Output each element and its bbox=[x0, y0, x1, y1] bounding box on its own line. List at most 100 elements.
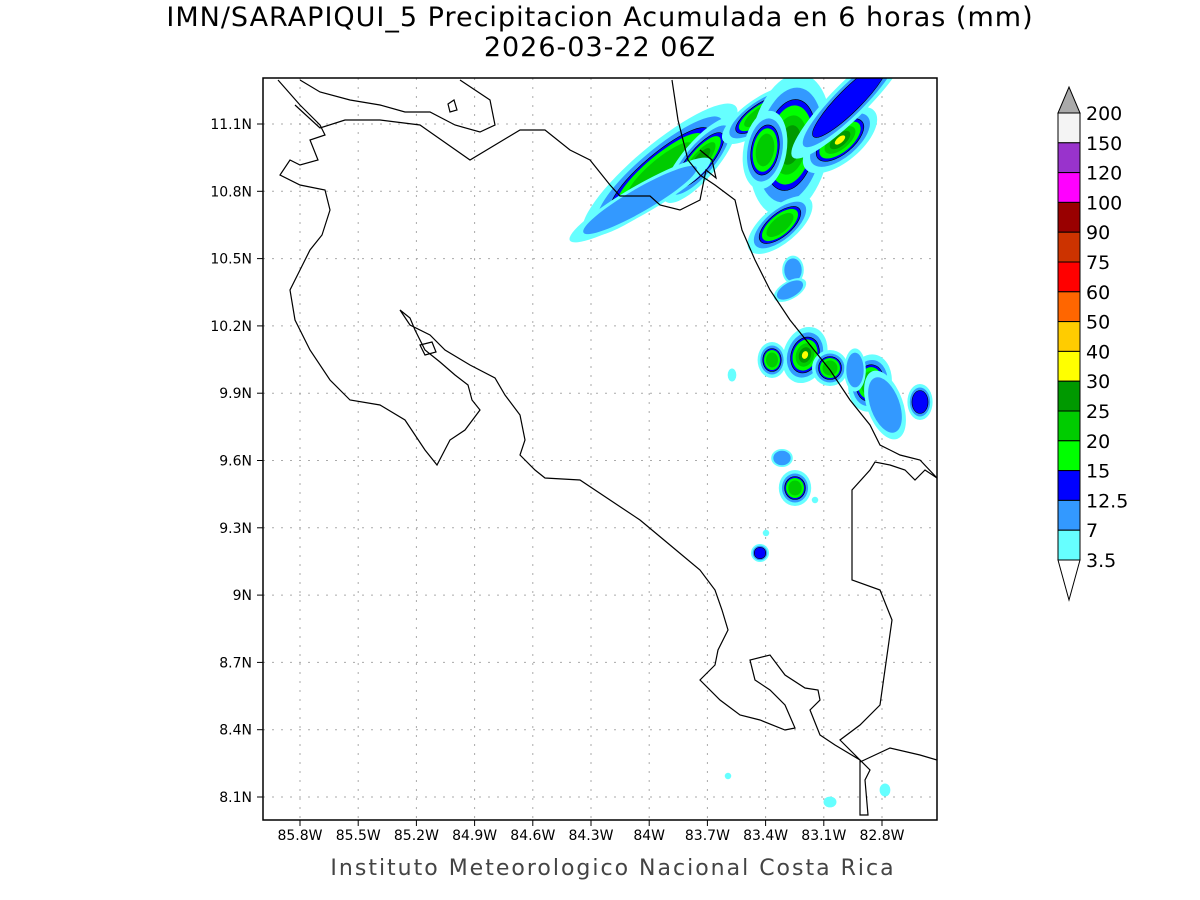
precip-cell bbox=[907, 384, 933, 420]
x-tick-label: 84W bbox=[633, 828, 665, 844]
x-tick-label: 83.4W bbox=[743, 828, 788, 844]
precip-cell bbox=[864, 370, 906, 440]
precip-contour bbox=[755, 133, 775, 167]
coastlines bbox=[277, 79, 937, 816]
x-tick-label: 84.9W bbox=[452, 828, 497, 844]
precip-cell bbox=[812, 350, 848, 386]
colorbar-swatch bbox=[1057, 172, 1081, 203]
y-tick-label: 10.8N bbox=[210, 184, 252, 200]
colorbar-label: 20 bbox=[1086, 431, 1110, 453]
nicaragua-border bbox=[294, 104, 717, 211]
y-tick-label: 10.2N bbox=[210, 319, 252, 335]
precip-cell bbox=[724, 772, 732, 780]
colorbar-label: 40 bbox=[1086, 341, 1110, 363]
colorbar-swatch bbox=[1057, 440, 1081, 472]
precip-contour bbox=[766, 352, 778, 368]
nicaragua-lake bbox=[299, 79, 496, 133]
pacific-coast bbox=[277, 79, 937, 816]
precip-contour bbox=[811, 496, 819, 504]
x-axis-ticks: 85.8W 85.5W 85.2W 84.9W 84.6W 84.3W 84W 83.7W 83… bbox=[277, 820, 905, 844]
colorbar-swatch bbox=[1057, 499, 1081, 531]
precip-cell bbox=[844, 348, 866, 392]
y-tick-label: 11.1N bbox=[210, 117, 252, 133]
colorbar-swatch bbox=[1057, 470, 1081, 501]
precip-cell bbox=[879, 783, 891, 797]
colorbar-label: 100 bbox=[1086, 192, 1122, 214]
precip-cell bbox=[727, 368, 737, 382]
precip-cell bbox=[791, 78, 909, 159]
precip-cell bbox=[762, 529, 770, 537]
precip-contour bbox=[766, 212, 794, 238]
precip-cell bbox=[742, 110, 788, 190]
island bbox=[447, 99, 458, 113]
precip-contour bbox=[846, 352, 864, 388]
precip-contour bbox=[724, 772, 732, 780]
precip-contour bbox=[801, 351, 809, 359]
precip-contour bbox=[911, 390, 929, 414]
precip-field bbox=[569, 78, 933, 808]
x-tick-label: 85.2W bbox=[394, 828, 439, 844]
precip-cell bbox=[757, 342, 787, 378]
colorbar: 200 150 120 100 90 75 60 50 40 30 25 20 15 12.5 7 3.5 bbox=[1057, 85, 1128, 602]
colorbar-label: 30 bbox=[1086, 371, 1110, 393]
precip-contour bbox=[776, 280, 804, 300]
colorbar-label: 50 bbox=[1086, 312, 1110, 334]
colorbar-label: 120 bbox=[1086, 163, 1122, 185]
colorbar-label: 7 bbox=[1086, 520, 1098, 542]
panama-coast bbox=[859, 747, 937, 763]
x-tick-label: 84.6W bbox=[510, 828, 555, 844]
y-tick-label: 9N bbox=[233, 588, 252, 604]
colorbar-label: 25 bbox=[1086, 401, 1110, 423]
plot-frame bbox=[262, 77, 938, 821]
colorbar-swatch bbox=[1057, 112, 1081, 144]
x-tick-label: 83.7W bbox=[685, 828, 730, 844]
colorbar-swatch bbox=[1057, 261, 1081, 293]
x-tick-label: 85.8W bbox=[277, 828, 322, 844]
precip-contour bbox=[834, 135, 846, 145]
precip-contour bbox=[868, 377, 902, 433]
colorbar-label: 12.5 bbox=[1086, 490, 1128, 512]
y-tick-label: 10.5N bbox=[210, 252, 252, 268]
colorbar-swatch bbox=[1057, 142, 1081, 174]
colorbar-swatch bbox=[1057, 529, 1081, 561]
precip-contour bbox=[822, 360, 838, 376]
x-tick-label: 82.8W bbox=[859, 828, 904, 844]
precip-cell bbox=[747, 196, 813, 254]
colorbar-swatch bbox=[1057, 231, 1081, 263]
x-tick-label: 83.1W bbox=[801, 828, 846, 844]
colorbar-label: 60 bbox=[1086, 282, 1110, 304]
colorbar-swatch bbox=[1057, 350, 1081, 382]
colorbar-swatch bbox=[1057, 201, 1081, 233]
precip-cell bbox=[782, 255, 804, 285]
colorbar-swatch bbox=[1057, 321, 1081, 352]
precip-cell bbox=[751, 544, 769, 562]
precip-cell bbox=[771, 449, 793, 467]
x-tick-label: 84.3W bbox=[568, 828, 613, 844]
colorbar-swatch bbox=[1057, 410, 1081, 442]
precip-cell bbox=[569, 157, 711, 243]
y-tick-label: 9.9N bbox=[219, 386, 252, 402]
precip-contour bbox=[823, 796, 837, 808]
precip-contour bbox=[788, 480, 802, 496]
colorbar-label: 15 bbox=[1086, 461, 1110, 483]
precip-contour bbox=[762, 529, 770, 537]
precip-cell bbox=[811, 496, 819, 504]
precip-contour bbox=[812, 78, 888, 138]
colorbar-label: 150 bbox=[1086, 133, 1122, 155]
precip-contour bbox=[773, 450, 791, 466]
x-tick-label: 85.5W bbox=[336, 828, 381, 844]
y-axis-ticks: 11.1N 10.8N 10.5N 10.2N 9.9N 9.6N 9.3N 9N 8.7N 8.… bbox=[210, 117, 263, 806]
colorbar-label: 90 bbox=[1086, 222, 1110, 244]
colorbar-label: 200 bbox=[1086, 103, 1122, 125]
y-tick-label: 9.3N bbox=[219, 521, 252, 537]
y-tick-label: 9.6N bbox=[219, 454, 252, 470]
footer-credit: Instituto Meteorologico Nacional Costa R… bbox=[330, 856, 896, 881]
lake-shore bbox=[419, 341, 437, 356]
precip-contour bbox=[583, 165, 697, 235]
colorbar-under-arrow bbox=[1057, 559, 1081, 602]
precip-contour bbox=[879, 783, 891, 797]
y-tick-label: 8.4N bbox=[219, 723, 252, 739]
y-tick-label: 8.1N bbox=[219, 790, 252, 806]
grid-lines bbox=[263, 78, 937, 820]
